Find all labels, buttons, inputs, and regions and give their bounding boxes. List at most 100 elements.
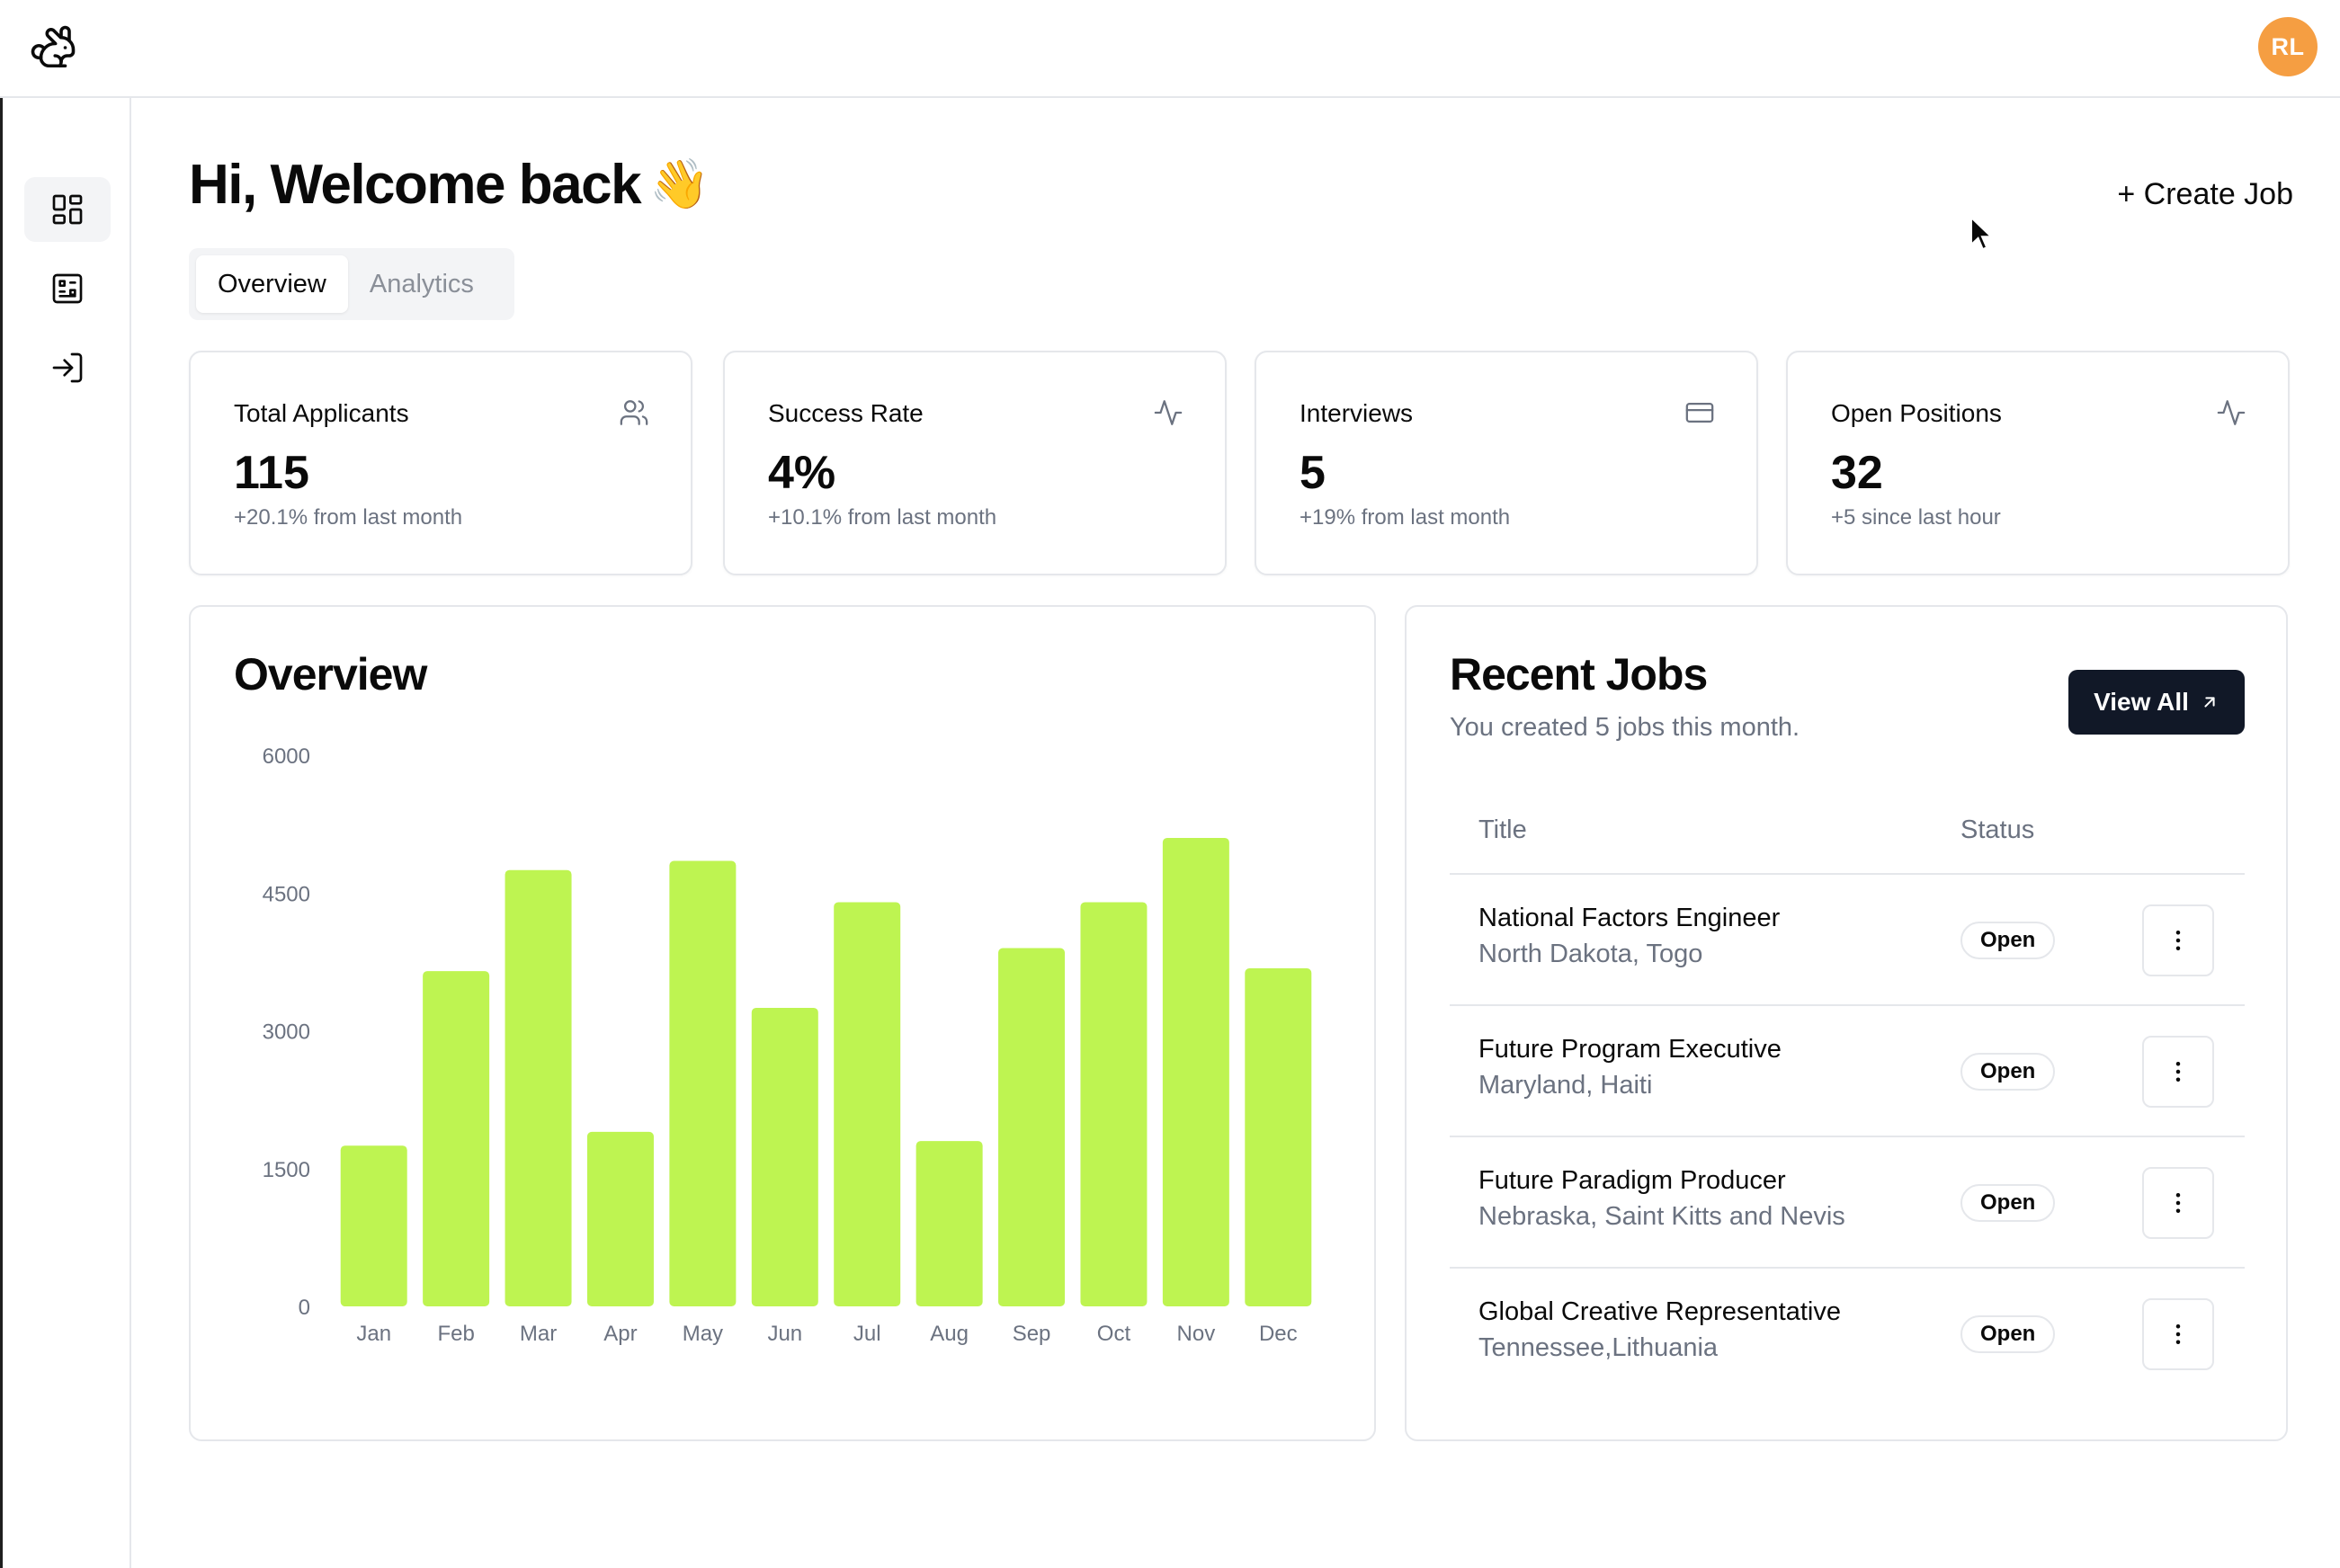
more-vertical-icon [2175, 1193, 2181, 1213]
row-actions-button[interactable] [2142, 1298, 2214, 1370]
bar-mar[interactable] [505, 869, 572, 1306]
clipboard-icon [52, 273, 83, 304]
y-tick-label: 1500 [263, 1158, 310, 1182]
avatar[interactable]: RL [2258, 17, 2318, 76]
stat-change: +20.1% from last month [234, 505, 463, 530]
row-actions-button[interactable] [2142, 1036, 2214, 1108]
stat-card-interviews: Interviews 5 +19% from last month [1255, 351, 1758, 575]
sidebar-item-dashboard[interactable] [24, 177, 111, 242]
stat-title: Success Rate [768, 399, 924, 427]
job-location: North Dakota, Togo [1478, 940, 1703, 968]
column-header-status: Status [1960, 815, 2035, 844]
x-tick-label: Aug [930, 1322, 969, 1346]
x-tick-label: Jul [853, 1322, 881, 1346]
y-tick-label: 6000 [263, 744, 310, 769]
activity-icon [1154, 400, 1183, 425]
stat-card-open-positions: Open Positions 32 +5 since last hour [1786, 351, 2290, 575]
status-badge: Open [1960, 1315, 2056, 1353]
tab-overview[interactable]: Overview [196, 255, 348, 313]
job-title: Future Paradigm Producer [1478, 1166, 1786, 1195]
x-tick-label: Sep [1013, 1322, 1051, 1346]
stat-title: Interviews [1300, 399, 1414, 427]
bar-apr[interactable] [586, 1131, 654, 1306]
bar-jun[interactable] [751, 1007, 818, 1306]
arrow-up-right-icon [2204, 697, 2215, 708]
table-row: Future Program Executive Maryland, Haiti… [1450, 1006, 2245, 1137]
stat-value: 4% [768, 447, 836, 499]
row-actions-button[interactable] [2142, 904, 2214, 976]
job-title: Future Program Executive [1478, 1035, 1782, 1064]
x-tick-label: Jun [767, 1322, 802, 1346]
users-icon [620, 400, 648, 425]
tab-bar: Overview Analytics [189, 248, 514, 320]
sidebar-item-jobs[interactable] [24, 256, 111, 321]
bar-sep[interactable] [998, 948, 1066, 1306]
activity-icon [2217, 400, 2246, 425]
sidebar-item-logout[interactable] [24, 335, 111, 400]
bar-dec[interactable] [1245, 968, 1312, 1306]
recent-jobs-card: Recent Jobs You created 5 jobs this mont… [1405, 605, 2288, 1441]
x-tick-label: Nov [1177, 1322, 1216, 1346]
log-in-icon [52, 352, 83, 383]
tab-analytics[interactable]: Analytics [369, 269, 474, 298]
page-title: Hi, Welcome back 👋 [189, 153, 710, 217]
table-row: Global Creative Representative Tennessee… [1450, 1269, 2245, 1400]
x-tick-label: Jan [356, 1322, 391, 1346]
more-vertical-icon [2175, 931, 2181, 950]
column-header-title: Title [1478, 815, 1527, 844]
stat-value: 115 [234, 447, 309, 499]
table-row: Future Paradigm Producer Nebraska, Saint… [1450, 1137, 2245, 1269]
x-tick-label: Oct [1097, 1322, 1131, 1346]
greeting-text: Hi, Welcome back [189, 154, 642, 216]
job-location: Maryland, Haiti [1478, 1071, 1653, 1100]
status-badge: Open [1960, 1184, 2056, 1222]
x-tick-label: Dec [1259, 1322, 1298, 1346]
view-all-button[interactable]: View All [2068, 670, 2245, 735]
more-vertical-icon [2175, 1062, 2181, 1082]
overview-bar-chart: 0 1500 3000 4500 6000 Jan Feb Mar Apr May Jun Jul Au… [263, 744, 1312, 1346]
x-tick-label: Feb [437, 1322, 474, 1346]
stat-change: +5 since last hour [1831, 505, 2001, 530]
status-badge: Open [1960, 922, 2056, 959]
sidebar [0, 98, 131, 1568]
top-bar: RL [0, 0, 2340, 98]
more-vertical-icon [2175, 1324, 2181, 1344]
view-all-label: View All [2094, 688, 2189, 716]
job-title: National Factors Engineer [1478, 904, 1781, 932]
stat-value: 32 [1831, 447, 1883, 499]
stat-title: Total Applicants [234, 399, 409, 427]
credit-card-icon [1685, 402, 1714, 423]
stat-card-total-applicants: Total Applicants 115 +20.1% from last mo… [189, 351, 692, 575]
bar-feb[interactable] [423, 971, 490, 1306]
y-tick-label: 4500 [263, 882, 310, 906]
bar-may[interactable] [669, 860, 737, 1306]
overview-card: Overview 0 1500 3000 4500 6000 Jan Feb Mar Apr Ma… [189, 605, 1376, 1441]
status-badge: Open [1960, 1053, 2056, 1091]
bar-oct[interactable] [1080, 902, 1148, 1306]
stat-change: +19% from last month [1300, 505, 1511, 530]
logo-icon[interactable] [29, 23, 77, 72]
table-header-divider [1450, 873, 2245, 875]
stat-card-success-rate: Success Rate 4% +10.1% from last month [723, 351, 1227, 575]
waving-hand-icon: 👋 [649, 157, 710, 211]
bar-nov[interactable] [1162, 837, 1229, 1306]
x-tick-label: Apr [603, 1322, 637, 1346]
row-actions-button[interactable] [2142, 1167, 2214, 1239]
x-tick-label: May [683, 1322, 723, 1346]
mouse-cursor-icon [1970, 216, 1994, 251]
stat-value: 5 [1300, 447, 1326, 499]
table-row: National Factors Engineer North Dakota, … [1450, 875, 2245, 1006]
recent-jobs-title: Recent Jobs [1450, 649, 1708, 699]
y-tick-label: 3000 [263, 1020, 310, 1045]
recent-jobs-subtitle: You created 5 jobs this month. [1450, 713, 1800, 742]
bar-jan[interactable] [340, 1145, 407, 1306]
overview-title: Overview [234, 649, 427, 699]
bar-aug[interactable] [915, 1141, 983, 1306]
bar-jul[interactable] [834, 902, 901, 1306]
job-location: Tennessee,Lithuania [1478, 1333, 1719, 1362]
job-title: Global Creative Representative [1478, 1297, 1841, 1326]
y-tick-label: 0 [299, 1296, 310, 1320]
layout-dashboard-icon [52, 194, 83, 225]
create-job-button[interactable]: + Create Job [2095, 171, 2293, 218]
x-tick-label: Mar [520, 1322, 557, 1346]
